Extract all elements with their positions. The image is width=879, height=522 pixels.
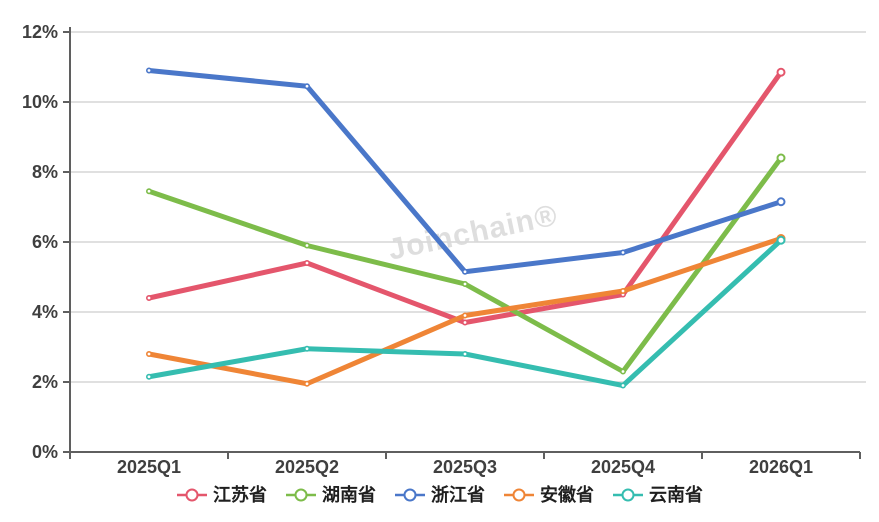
data-point-江苏省: [146, 294, 153, 301]
legend-item-安徽省[interactable]: 安徽省: [503, 486, 594, 504]
x-axis-label: 2025Q2: [275, 457, 339, 477]
data-point-云南省: [776, 235, 786, 245]
data-point-云南省: [461, 350, 468, 357]
chart-legend: 江苏省 湖南省 浙江省 安徽省 云南省: [0, 486, 879, 504]
x-axis-label: 2025Q1: [117, 457, 181, 477]
data-point-安徽省: [619, 287, 626, 294]
data-point-云南省: [146, 373, 153, 380]
legend-line-circle-marker: [504, 488, 534, 502]
y-axis-label: 6%: [32, 232, 58, 252]
data-point-浙江省: [619, 249, 626, 256]
legend-item-江苏省[interactable]: 江苏省: [176, 486, 267, 504]
legend-item-湖南省[interactable]: 湖南省: [285, 486, 376, 504]
data-point-湖南省: [619, 368, 626, 375]
legend-label: 浙江省: [431, 485, 485, 505]
data-point-云南省: [303, 345, 310, 352]
data-point-江苏省: [776, 67, 786, 77]
legend-label: 湖南省: [322, 485, 376, 505]
data-point-江苏省: [461, 319, 468, 326]
legend-label: 江苏省: [213, 485, 267, 505]
data-point-安徽省: [461, 312, 468, 319]
x-axis-label: 2025Q3: [433, 457, 497, 477]
legend-label: 安徽省: [540, 485, 594, 505]
data-point-湖南省: [146, 188, 153, 195]
series-line-湖南省: [146, 155, 784, 374]
y-axis-label: 12%: [22, 22, 58, 42]
data-point-湖南省: [303, 242, 310, 249]
y-axis-label: 10%: [22, 92, 58, 112]
y-axis-label: 4%: [32, 302, 58, 322]
legend-line-circle-marker: [177, 488, 207, 502]
x-axis-label: 2025Q4: [591, 457, 655, 477]
legend-label: 云南省: [649, 485, 703, 505]
data-point-江苏省: [303, 259, 310, 266]
y-axis-label: 2%: [32, 372, 58, 392]
data-point-浙江省: [303, 83, 310, 90]
data-point-浙江省: [776, 197, 786, 207]
data-point-湖南省: [461, 280, 468, 287]
x-axis-label: 2026Q1: [749, 457, 813, 477]
legend-item-浙江省[interactable]: 浙江省: [394, 486, 485, 504]
data-point-浙江省: [461, 268, 468, 275]
data-point-安徽省: [146, 350, 153, 357]
data-point-安徽省: [303, 380, 310, 387]
legend-line-circle-marker: [613, 488, 643, 502]
y-axis-label: 8%: [32, 162, 58, 182]
data-point-湖南省: [776, 153, 786, 163]
y-axis-label: 0%: [32, 442, 58, 462]
data-point-浙江省: [146, 67, 153, 74]
legend-item-云南省[interactable]: 云南省: [612, 486, 703, 504]
data-point-云南省: [619, 382, 626, 389]
legend-line-circle-marker: [286, 488, 316, 502]
legend-line-circle-marker: [395, 488, 425, 502]
